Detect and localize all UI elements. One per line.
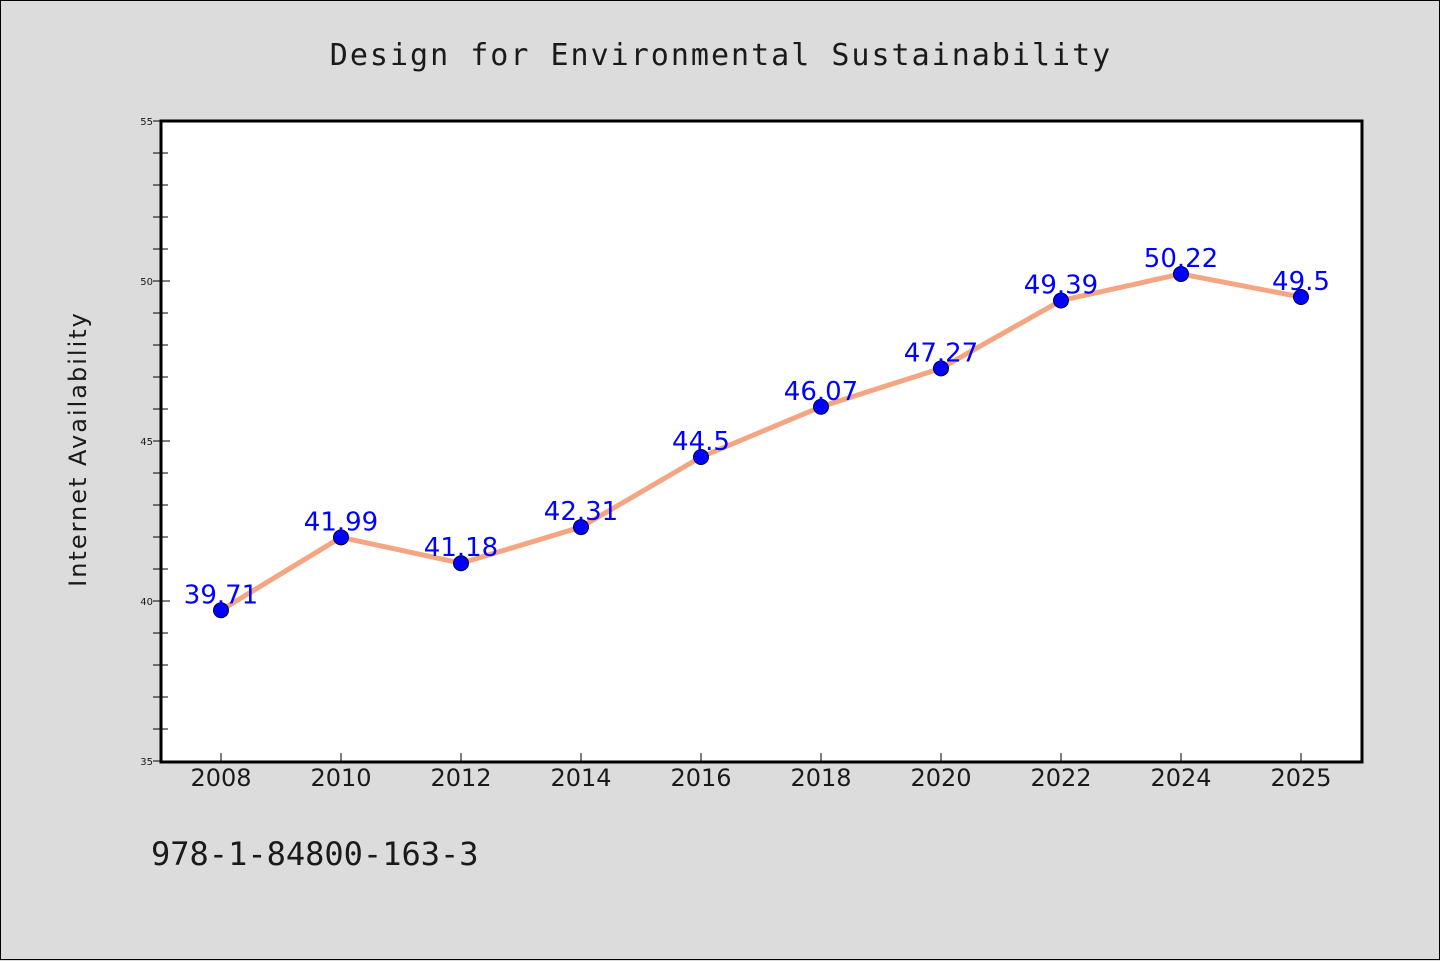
- isbn-footer: 978-1-84800-163-3: [151, 835, 479, 873]
- x-tick-label: 2020: [910, 764, 971, 792]
- axis-ticks: 35 40 45 50 55 2008 2010 2012 2014 2016 2018 2020 20…: [140, 117, 1331, 792]
- data-point: [1173, 265, 1189, 282]
- data-point: [453, 555, 469, 572]
- data-point: [813, 398, 829, 415]
- y-tick-label: 40: [140, 597, 153, 608]
- x-tick-label: 2008: [190, 764, 251, 792]
- y-tick-label: 45: [140, 437, 153, 448]
- x-tick-label: 2022: [1030, 764, 1091, 792]
- data-point: [1053, 292, 1069, 309]
- x-tick-label: 2014: [550, 764, 611, 792]
- plot-area: [159, 119, 1364, 764]
- x-tick-label: 2025: [1270, 764, 1331, 792]
- data-label: 47.27: [904, 338, 978, 368]
- chart-title: Design for Environmental Sustainability: [330, 38, 1112, 73]
- data-point: [1293, 289, 1309, 305]
- x-tick-label: 2010: [310, 764, 371, 792]
- data-label: 44.5: [672, 427, 730, 457]
- x-tick-label: 2012: [430, 764, 491, 792]
- data-points: [213, 265, 1309, 619]
- x-tick-label: 2018: [790, 764, 851, 792]
- y-tick-label: 55: [140, 117, 153, 128]
- series-layer: [218, 271, 1304, 613]
- data-label: 39.71: [184, 580, 258, 610]
- x-tick-label: 2016: [670, 764, 731, 792]
- x-tick-label: 2024: [1150, 764, 1211, 792]
- data-point: [573, 519, 589, 536]
- y-tick-label: 50: [140, 277, 153, 288]
- series-line: [218, 271, 1304, 613]
- data-labels: 39.71 41.99 41.18 42.31 44.5 46.07 47.27 49.39 5…: [184, 244, 1330, 610]
- data-label: 49.5: [1272, 267, 1330, 297]
- y-tick-label: 35: [140, 757, 153, 768]
- data-label: 49.39: [1024, 271, 1098, 301]
- data-point: [933, 360, 949, 377]
- data-label: 41.18: [424, 533, 498, 563]
- data-point: [213, 602, 229, 619]
- data-label: 42.31: [544, 497, 618, 527]
- data-point: [333, 529, 349, 546]
- data-label: 46.07: [784, 377, 858, 407]
- data-point: [693, 449, 709, 465]
- y-axis-label: Internet Availability: [64, 311, 92, 587]
- data-label: 50.22: [1144, 244, 1218, 274]
- data-label: 41.99: [304, 507, 378, 537]
